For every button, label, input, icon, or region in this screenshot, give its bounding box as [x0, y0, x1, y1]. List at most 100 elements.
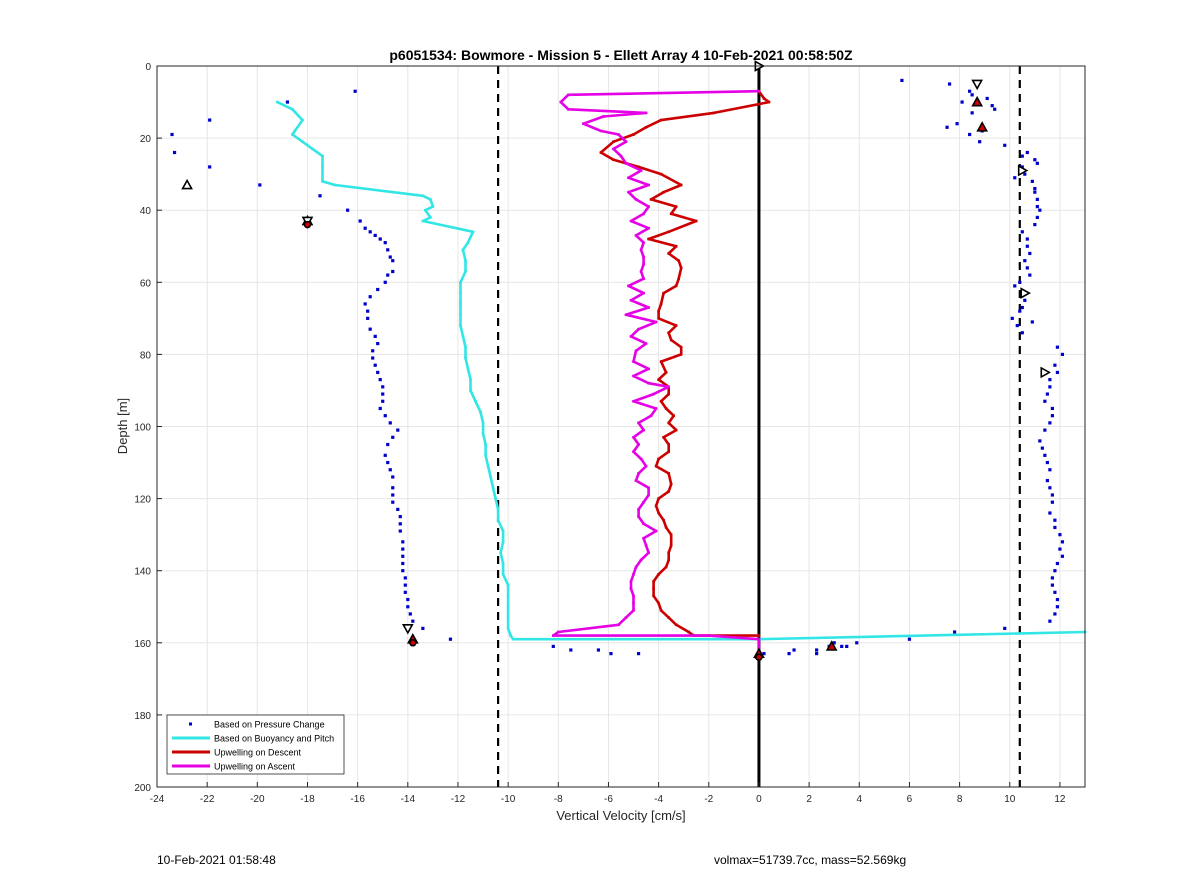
series-point-upwelling-on-descent	[712, 111, 716, 115]
series-point-upwelling-on-ascent	[654, 529, 658, 533]
pressure-change-point	[373, 334, 377, 338]
series-point-upwelling-on-descent	[667, 443, 670, 446]
series-point-upwelling-on-descent	[659, 609, 663, 612]
x-tick-label: 8	[957, 794, 963, 805]
pressure-change-point	[371, 349, 375, 353]
series-point-upwelling-on-ascent	[642, 536, 645, 540]
series-point-upwelling-on-descent	[667, 450, 670, 454]
series-point-upwelling-on-descent	[659, 399, 663, 403]
series-point-upwelling-on-ascent	[647, 381, 650, 385]
series-point-upwelling-on-descent	[679, 266, 683, 270]
pressure-change-point	[1033, 223, 1037, 227]
pressure-change-point	[1045, 392, 1049, 396]
series-point-upwelling-on-ascent	[632, 399, 635, 403]
series-point-upwelling-on-descent	[662, 291, 665, 295]
series-point-based-on-buoyancy-and-pitch	[293, 129, 297, 133]
series-point-upwelling-on-descent	[679, 353, 683, 356]
x-tick-label: 2	[806, 794, 812, 805]
pressure-change-point	[968, 89, 972, 93]
series-point-upwelling-on-descent	[762, 97, 766, 100]
pressure-change-point	[353, 89, 357, 93]
series-point-based-on-buoyancy-and-pitch	[486, 464, 490, 468]
series-point-based-on-buoyancy-and-pitch	[501, 562, 505, 565]
series-point-upwelling-on-descent	[652, 594, 655, 598]
series-point-based-on-buoyancy-and-pitch	[276, 100, 279, 104]
pressure-change-point	[363, 302, 367, 306]
series-point-based-on-buoyancy-and-pitch	[459, 302, 462, 306]
x-tick-label: 0	[756, 794, 762, 805]
pressure-change-point	[403, 583, 407, 587]
pressure-change-point	[386, 273, 390, 277]
pressure-change-point	[792, 648, 796, 652]
series-point-upwelling-on-descent	[657, 601, 660, 605]
marker-layer	[181, 60, 1052, 661]
x-tick-label: -2	[704, 794, 713, 805]
x-tick-label: -6	[604, 794, 613, 805]
pressure-change-point	[448, 637, 453, 641]
pressure-change-point	[346, 208, 350, 212]
series-point-upwelling-on-ascent	[624, 313, 628, 317]
series-point-upwelling-on-ascent	[647, 306, 650, 309]
triangle-up-marker	[976, 121, 989, 132]
pressure-change-point	[1028, 251, 1032, 256]
series-point-upwelling-on-descent	[667, 331, 670, 335]
pressure-change-point	[408, 612, 412, 616]
pressure-change-point	[1050, 500, 1054, 504]
pressure-change-point	[386, 248, 390, 252]
series-point-upwelling-on-ascent	[632, 436, 635, 439]
pressure-change-point	[388, 421, 392, 425]
pressure-change-point	[1023, 172, 1027, 176]
pressure-change-point	[985, 96, 989, 101]
pressure-change-point	[368, 295, 372, 299]
y-tick-label: 120	[134, 495, 151, 506]
series-point-upwelling-on-ascent	[567, 93, 570, 97]
pressure-change-point	[947, 82, 952, 86]
pressure-change-point	[1053, 590, 1057, 594]
series-point-upwelling-on-ascent	[654, 407, 658, 410]
series-point-upwelling-on-descent	[662, 436, 665, 439]
series-point-upwelling-on-descent	[674, 205, 678, 208]
series-point-upwelling-on-descent	[664, 565, 668, 569]
series-point-based-on-buoyancy-and-pitch	[301, 140, 304, 144]
series-point-based-on-buoyancy-and-pitch	[494, 497, 497, 500]
pressure-change-point	[376, 287, 380, 292]
series-point-upwelling-on-ascent	[619, 154, 623, 158]
series-point-upwelling-on-descent	[667, 392, 670, 396]
pressure-change-point	[396, 507, 400, 512]
series-point-based-on-buoyancy-and-pitch	[506, 616, 510, 619]
pressure-change-point	[358, 219, 362, 223]
series-point-upwelling-on-ascent	[639, 248, 643, 252]
triangle-up-marker	[825, 640, 838, 651]
series-point-upwelling-on-ascent	[642, 277, 645, 280]
series-point-upwelling-on-ascent	[642, 291, 645, 295]
legend: Based on Pressure Change Based on Buoyanc…	[166, 714, 345, 775]
pressure-change-point	[383, 414, 387, 418]
x-axis-label: Vertical Velocity [cm/s]	[556, 808, 685, 823]
pressure-change-point	[391, 486, 395, 490]
pressure-change-point	[386, 442, 390, 447]
series-point-upwelling-on-ascent	[647, 486, 650, 490]
series-point-based-on-buoyancy-and-pitch	[469, 389, 472, 392]
triangle-right-marker	[1040, 366, 1052, 379]
pressure-change-point	[1023, 259, 1027, 263]
series-point-upwelling-on-descent	[652, 587, 655, 591]
pressure-change-point	[378, 237, 382, 241]
pressure-change-point	[378, 406, 382, 411]
series-point-upwelling-on-descent	[667, 490, 670, 493]
pressure-change-point	[421, 626, 425, 630]
series-point-based-on-buoyancy-and-pitch	[459, 313, 462, 317]
series-point-upwelling-on-descent	[612, 158, 615, 162]
series-point-based-on-buoyancy-and-pitch	[464, 259, 467, 262]
series-point-upwelling-on-descent	[667, 421, 670, 425]
series-point-upwelling-on-ascent	[644, 111, 648, 115]
pressure-change-point	[1053, 525, 1057, 530]
series-point-upwelling-on-descent	[644, 125, 648, 129]
series-point-upwelling-on-ascent	[639, 169, 643, 172]
tick-layer: -24 -22 -20 -18 -16 -14 -12 -10 -8 -6 -4 -2 0 2 4 6 8 10 1…	[134, 62, 1066, 805]
series-point-based-on-buoyancy-and-pitch	[501, 573, 505, 576]
series-point-upwelling-on-descent	[669, 338, 673, 342]
pressure-change-point	[1058, 533, 1062, 537]
series-point-based-on-buoyancy-and-pitch	[429, 198, 432, 201]
series-point-upwelling-on-ascent	[647, 367, 650, 371]
